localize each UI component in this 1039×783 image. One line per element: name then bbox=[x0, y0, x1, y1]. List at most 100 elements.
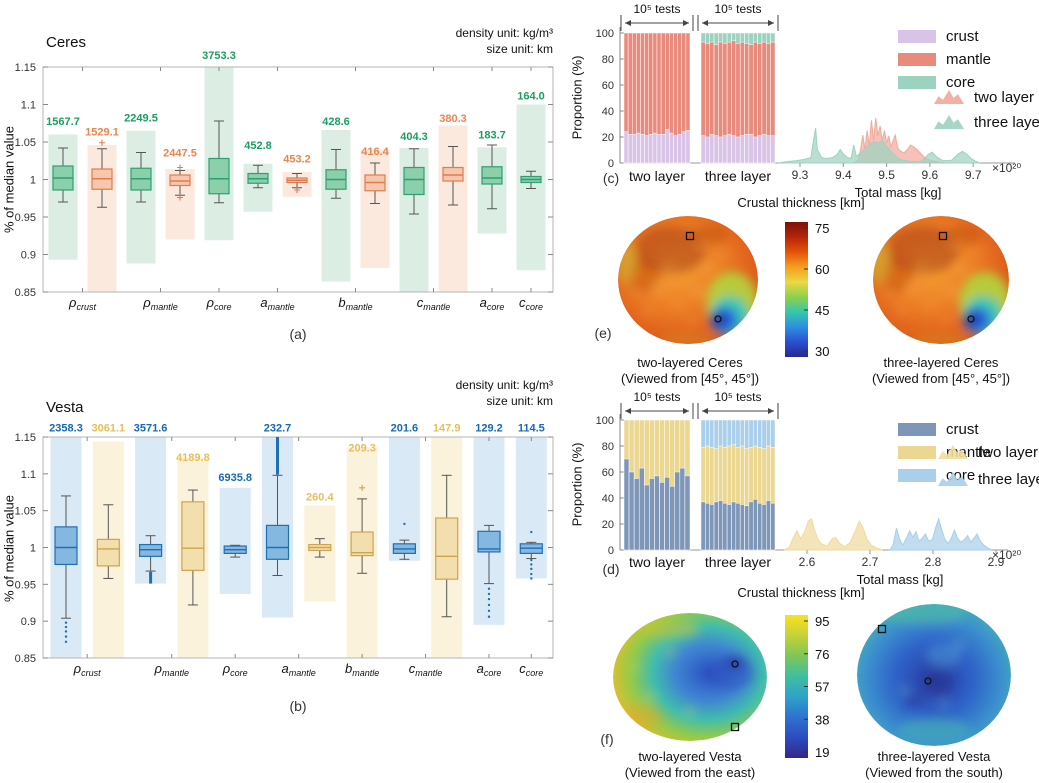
three-layer-crust-bar bbox=[735, 136, 741, 164]
mass-tick-label: 2.8 bbox=[925, 555, 942, 569]
landmark-square-marker bbox=[877, 624, 887, 634]
vesta-unit-note-2: size unit: km bbox=[486, 394, 553, 408]
colorbar-tick-label: 95 bbox=[815, 614, 829, 629]
vesta-three-layer-label: three layer bbox=[704, 554, 772, 570]
vesta-mass-exponent: ×10²⁰ bbox=[992, 548, 1022, 562]
three-layer-core-bar bbox=[752, 419, 758, 447]
ceres-map1-caption: two-layered Ceres (Viewed from [45°, 45°… bbox=[595, 355, 785, 387]
landmark-square-marker bbox=[730, 722, 740, 732]
panel-ceres-maps: 75 60 45 30 Crustal thickness [km] two-laye… bbox=[560, 195, 1039, 387]
hist-legend-swatch-three layer bbox=[934, 115, 964, 129]
three-layer-core-bar bbox=[700, 32, 706, 43]
outlier-dot bbox=[487, 609, 491, 613]
outlier-dot bbox=[487, 597, 491, 601]
arrow-right-icon bbox=[768, 20, 774, 26]
crater-texture bbox=[684, 707, 696, 717]
median-value-label: 260.4 bbox=[306, 492, 334, 504]
category-label: ρmantle bbox=[154, 661, 189, 678]
hist-legend-label-two layer: two layer bbox=[978, 444, 1038, 461]
panel-ceres-proportion: 0 20 40 60 80 100 10⁵ tests 10⁵ tests crust mantl… bbox=[560, 0, 1039, 200]
three-layer-core-bar bbox=[770, 32, 776, 43]
three-layer-crust-bar bbox=[748, 134, 754, 164]
globe-blobs bbox=[873, 225, 1009, 344]
crater-texture bbox=[688, 316, 698, 324]
tests-count-label: 10⁵ tests bbox=[715, 2, 762, 16]
arrow-right-icon bbox=[683, 20, 689, 26]
surface-blob bbox=[882, 604, 966, 625]
y-tick-label: 1.1 bbox=[21, 100, 36, 112]
median-value-label: 404.3 bbox=[400, 131, 428, 143]
crater-texture bbox=[630, 663, 640, 671]
mass-tick-label: 9.6 bbox=[922, 168, 939, 182]
three-layer-core-bar bbox=[766, 419, 771, 447]
three-layer-crust-bar bbox=[770, 502, 776, 551]
three-layer-core-bar bbox=[744, 419, 750, 449]
vesta-map1-caption-line2: (Viewed from the east) bbox=[624, 765, 756, 780]
three-layer-core-bar bbox=[735, 32, 741, 44]
box bbox=[265, 524, 290, 560]
panel-ceres-boxplot: 1.15 1.1 1.05 1 0.95 0.9 0.85 ρcrust ρmantle ρcor… bbox=[0, 0, 600, 362]
arrow-left-icon bbox=[702, 408, 708, 414]
colorbar-tick-label: 45 bbox=[815, 303, 829, 318]
outlier-dot bbox=[64, 640, 68, 643]
hist-three-layer bbox=[889, 517, 992, 551]
vesta-colorbar-title: Crustal thickness [km] bbox=[737, 585, 865, 600]
three-layer-core-bar bbox=[718, 419, 724, 447]
vesta-map1-caption-line1: two-layered Vesta bbox=[638, 749, 742, 764]
three-layer-core-bar bbox=[718, 32, 724, 43]
proportion-tick-label: 20 bbox=[602, 519, 614, 531]
three-layer-crust-bar bbox=[726, 504, 732, 551]
vesta-map2-caption: three-layered Vesta (Viewed from the sou… bbox=[839, 749, 1029, 781]
y-tick-label: 1.15 bbox=[15, 432, 36, 444]
median-value-label: 147.9 bbox=[433, 422, 461, 434]
crater-texture bbox=[896, 306, 906, 314]
two-layer-crust-bar bbox=[628, 471, 635, 551]
caption-e: (e) bbox=[594, 325, 612, 341]
colorbar-tick-label: 76 bbox=[815, 647, 829, 662]
tests-count-label: 10⁵ tests bbox=[715, 390, 762, 404]
y-tick-label: 0.95 bbox=[15, 579, 36, 591]
median-value-label: 1567.7 bbox=[46, 116, 80, 128]
outlier-dense-tail bbox=[276, 437, 279, 475]
arrow-right-icon bbox=[683, 408, 689, 414]
box bbox=[350, 531, 374, 557]
three-layer-core-bar bbox=[705, 419, 710, 447]
surface-blob bbox=[712, 313, 726, 325]
three-layer-crust-bar bbox=[700, 135, 706, 164]
panel-vesta-boxplot: 1.15 1.1 1.05 1 0.95 0.9 0.85 ρcrust ρmantle ρcor… bbox=[0, 365, 600, 723]
three-layer-core-bar bbox=[726, 32, 732, 43]
median-value-label: 3571.6 bbox=[134, 422, 168, 434]
three-layer-crust-bar bbox=[731, 135, 737, 164]
y-tick-label: 0.85 bbox=[15, 287, 36, 299]
two-layer-crust-bar bbox=[673, 135, 678, 164]
surface-blob bbox=[618, 705, 662, 729]
category-label: ρcrust bbox=[68, 295, 96, 312]
two-layer-crust-bar bbox=[638, 467, 645, 551]
outlier-plus bbox=[177, 164, 183, 171]
hist-legend-label-three layer: three layer bbox=[974, 114, 1039, 131]
landmark-square-marker bbox=[938, 231, 948, 241]
proportion-tick-label: 80 bbox=[602, 54, 614, 66]
ceres-mass-x-label: Total mass [kg] bbox=[854, 185, 942, 200]
category-label: ρcore bbox=[222, 661, 248, 678]
mass-tick-label: 9.7 bbox=[965, 168, 982, 182]
three-layer-crust-bar bbox=[739, 135, 745, 164]
landmark-circle-marker bbox=[967, 315, 975, 323]
category-label: bmantle bbox=[345, 661, 379, 678]
three-layer-core-bar bbox=[757, 32, 763, 44]
three-layer-core-bar bbox=[726, 419, 732, 447]
globe-0 bbox=[618, 216, 758, 344]
legend-swatch-mantle bbox=[898, 53, 936, 66]
hist-legend-label-three layer: three layer bbox=[978, 471, 1039, 488]
two-layer-crust-bar bbox=[644, 135, 649, 164]
crater-texture bbox=[632, 288, 640, 296]
three-layer-crust-bar bbox=[735, 502, 741, 551]
outlier-dot bbox=[530, 572, 533, 576]
crater-texture bbox=[898, 685, 910, 695]
two-layer-crust-bar bbox=[677, 134, 682, 164]
median-value-label: 2358.3 bbox=[49, 422, 83, 434]
three-layer-crust-bar bbox=[761, 504, 767, 551]
colorbar-tick-label: 57 bbox=[815, 680, 829, 695]
three-layer-crust-bar bbox=[748, 501, 754, 551]
